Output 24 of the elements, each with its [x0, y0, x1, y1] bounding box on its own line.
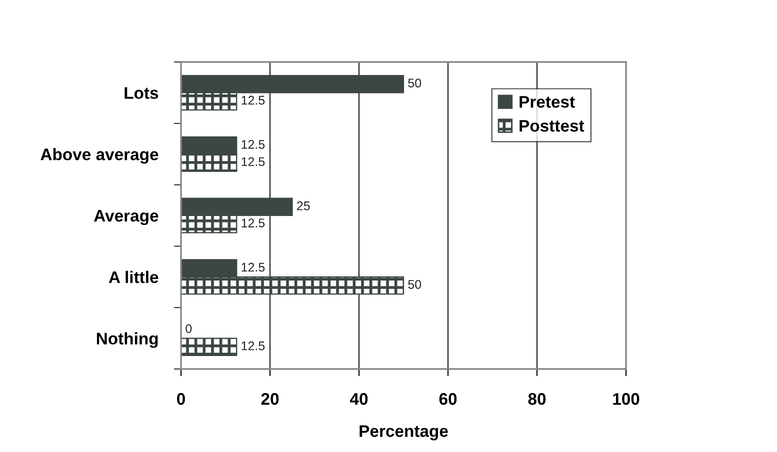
- y-tick-label: Nothing: [96, 332, 158, 348]
- data-label: 12.5: [242, 262, 265, 272]
- y-tick-label: Lots: [124, 87, 158, 99]
- data-label: 12.5: [242, 218, 265, 228]
- data-label: 50: [408, 280, 422, 289]
- x-tick-label: 40: [350, 393, 368, 405]
- y-tick-label: Average: [94, 210, 158, 226]
- x-tick-label: 20: [261, 393, 279, 405]
- x-tick-label: 0: [177, 393, 185, 405]
- data-label: 12.5: [242, 157, 265, 166]
- data-label: 12.5: [242, 140, 265, 149]
- data-label: 0: [186, 324, 192, 334]
- x-tick-label: 80: [528, 393, 546, 405]
- data-label: 12.5: [242, 96, 265, 105]
- legend-label: Posttest: [520, 120, 584, 132]
- data-label: 25: [297, 201, 310, 210]
- data-label: 50: [408, 78, 422, 88]
- x-tick-label: 60: [439, 393, 457, 405]
- x-tick-label: 100: [613, 393, 640, 405]
- y-tick-label: Above average: [40, 148, 158, 164]
- legend-label: Pretest: [520, 96, 575, 108]
- data-label: 12.5: [242, 341, 265, 350]
- y-tick-label: A little: [108, 270, 158, 284]
- x-axis-title: Percentage: [360, 425, 448, 440]
